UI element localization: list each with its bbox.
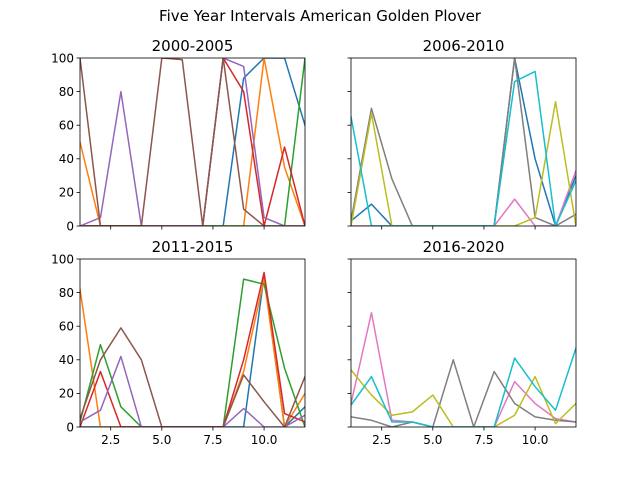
panel-1-series-5-line bbox=[80, 58, 305, 226]
panel-1-ytick-label-2: 40 bbox=[59, 152, 74, 166]
panel-4-series-3-line bbox=[351, 368, 576, 427]
panel-4-xtick-label-1: 5.0 bbox=[423, 433, 442, 447]
panel-4-series-1-line bbox=[351, 312, 576, 427]
panel-1-title: 2000-2005 bbox=[152, 37, 234, 55]
panel-3-xtick-label-1: 5.0 bbox=[152, 433, 171, 447]
panel-3-series-4-line bbox=[80, 271, 305, 427]
panel-1-series-6-line bbox=[80, 58, 305, 226]
panel-3-ytick-label-0: 0 bbox=[66, 420, 74, 434]
panel-4-title: 2016-2020 bbox=[423, 238, 505, 256]
panel-3-xtick-label-3: 10.0 bbox=[251, 433, 278, 447]
panel-1-ytick-label-0: 0 bbox=[66, 219, 74, 233]
panel-3-xtick-label-2: 7.5 bbox=[203, 433, 222, 447]
figure-suptitle: Five Year Intervals American Golden Plov… bbox=[159, 7, 482, 25]
panel-3: 2011-2015 0 20 40 60 80 100 2.5 5.0 7.5 10.0 bbox=[51, 238, 306, 447]
panel-4: 2016-2020 2.5 5.0 7.5 10.0 bbox=[347, 238, 577, 447]
panels: 2000-2005 0 20 40 60 80 100 2006-2010 2011-2015 0… bbox=[51, 37, 577, 447]
panel-3-series-6-line bbox=[80, 327, 305, 427]
panel-1-frame bbox=[79, 57, 306, 227]
panel-3-ytick-label-5: 100 bbox=[51, 252, 74, 266]
panel-2-frame bbox=[350, 57, 577, 227]
panel-3-ytick-label-4: 80 bbox=[59, 286, 74, 300]
panel-4-lines bbox=[351, 312, 576, 427]
panel-2-title: 2006-2010 bbox=[423, 37, 505, 55]
panel-3-lines bbox=[80, 271, 305, 427]
panel-1-lines bbox=[80, 58, 305, 226]
panel-4-frame bbox=[350, 258, 577, 428]
panel-3-series-2-line bbox=[80, 278, 305, 427]
panel-4-xtick-label-2: 7.5 bbox=[474, 433, 493, 447]
panel-2-series-5-line bbox=[351, 70, 576, 226]
panel-4-xtick-label-3: 10.0 bbox=[522, 433, 549, 447]
panel-4-series-4-line bbox=[351, 347, 576, 427]
panel-3-frame bbox=[79, 258, 306, 428]
panel-1-series-2-line bbox=[80, 58, 305, 226]
panel-2-lines bbox=[351, 58, 576, 226]
panel-1: 2000-2005 0 20 40 60 80 100 bbox=[51, 37, 306, 233]
panel-3-series-5-line bbox=[80, 355, 305, 427]
panel-2-series-1-line bbox=[351, 58, 576, 226]
panel-2: 2006-2010 bbox=[347, 37, 577, 230]
panel-4-series-2-line bbox=[351, 359, 576, 427]
panel-3-title: 2011-2015 bbox=[152, 238, 234, 256]
panel-1-ytick-label-5: 100 bbox=[51, 51, 74, 65]
panel-4-xtick-label-0: 2.5 bbox=[372, 433, 391, 447]
panel-2-series-4-line bbox=[351, 100, 576, 226]
panel-1-ytick-label-4: 80 bbox=[59, 85, 74, 99]
panel-1-ytick-label-3: 60 bbox=[59, 119, 74, 133]
panel-2-series-3-line bbox=[351, 58, 576, 226]
panel-3-xtick-label-0: 2.5 bbox=[101, 433, 120, 447]
panel-3-ytick-label-1: 20 bbox=[59, 387, 74, 401]
panel-3-ytick-label-2: 40 bbox=[59, 353, 74, 367]
panel-1-series-4-line bbox=[80, 58, 305, 226]
panel-3-ytick-label-3: 60 bbox=[59, 320, 74, 334]
panel-1-ytick-label-1: 20 bbox=[59, 186, 74, 200]
